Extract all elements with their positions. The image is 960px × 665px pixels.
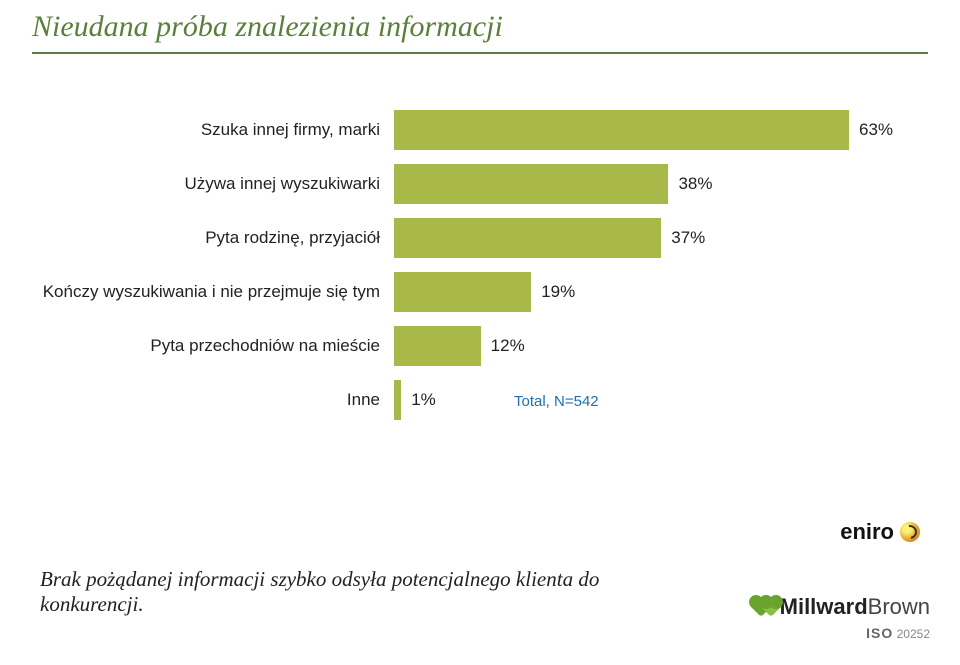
bar-value: 37% <box>671 228 705 248</box>
bar-area: 38% <box>394 164 920 204</box>
mb-word-light: Brown <box>868 594 930 619</box>
bar-area: 19% <box>394 272 920 312</box>
bar-value: 38% <box>678 174 712 194</box>
category-label: Używa innej wyszukiwarki <box>40 174 394 194</box>
chart-row: Pyta przechodniów na mieście 12% <box>40 326 920 366</box>
bar-area: 37% <box>394 218 920 258</box>
iso-badge: ISO 20252 <box>866 625 930 641</box>
page-title: Nieudana próba znalezienia informacji <box>32 10 928 54</box>
category-label: Kończy wyszukiwania i nie przejmuje się … <box>40 282 394 302</box>
category-label: Szuka innej firmy, marki <box>40 120 394 140</box>
category-label: Inne <box>40 390 394 410</box>
millwardbrown-logo: MillwardBrown <box>754 594 930 620</box>
bar <box>394 110 849 150</box>
conclusion-text: Brak pożądanej informacji szybko odsyła … <box>40 567 660 617</box>
bar <box>394 326 481 366</box>
bar <box>394 218 661 258</box>
bar-value: 19% <box>541 282 575 302</box>
eniro-icon <box>900 522 920 542</box>
conclusion-content: Brak pożądanej informacji szybko odsyła … <box>40 567 599 616</box>
chart-row: Pyta rodzinę, przyjaciół 37% <box>40 218 920 258</box>
bar-value: 63% <box>859 120 893 140</box>
iso-label: ISO <box>866 625 893 641</box>
chart-row: Inne 1% <box>40 380 920 420</box>
chart-row: Kończy wyszukiwania i nie przejmuje się … <box>40 272 920 312</box>
bar <box>394 380 401 420</box>
chart-row: Szuka innej firmy, marki 63% <box>40 110 920 150</box>
bar-chart: Szuka innej firmy, marki 63% Używa innej w… <box>40 110 920 434</box>
bar-value: 12% <box>491 336 525 356</box>
eniro-logo: eniro <box>840 519 920 545</box>
category-label: Pyta rodzinę, przyjaciół <box>40 228 394 248</box>
bar <box>394 272 531 312</box>
bar-area: 63% <box>394 110 920 150</box>
sample-size-note: Total, N=542 <box>514 393 599 410</box>
bar-value: 1% <box>411 390 436 410</box>
bar-area: 1% <box>394 380 920 420</box>
sample-size-text: Total, N=542 <box>514 393 599 410</box>
millwardbrown-icon <box>754 600 774 614</box>
iso-number: 20252 <box>897 627 930 641</box>
title-text: Nieudana próba znalezienia informacji <box>32 10 503 43</box>
eniro-wordmark: eniro <box>840 519 894 545</box>
page-root: Nieudana próba znalezienia informacji Sz… <box>0 0 960 665</box>
bar <box>394 164 668 204</box>
category-label: Pyta przechodniów na mieście <box>40 336 394 356</box>
bar-area: 12% <box>394 326 920 366</box>
chart-row: Używa innej wyszukiwarki 38% <box>40 164 920 204</box>
mb-word-bold: Millward <box>780 594 868 619</box>
